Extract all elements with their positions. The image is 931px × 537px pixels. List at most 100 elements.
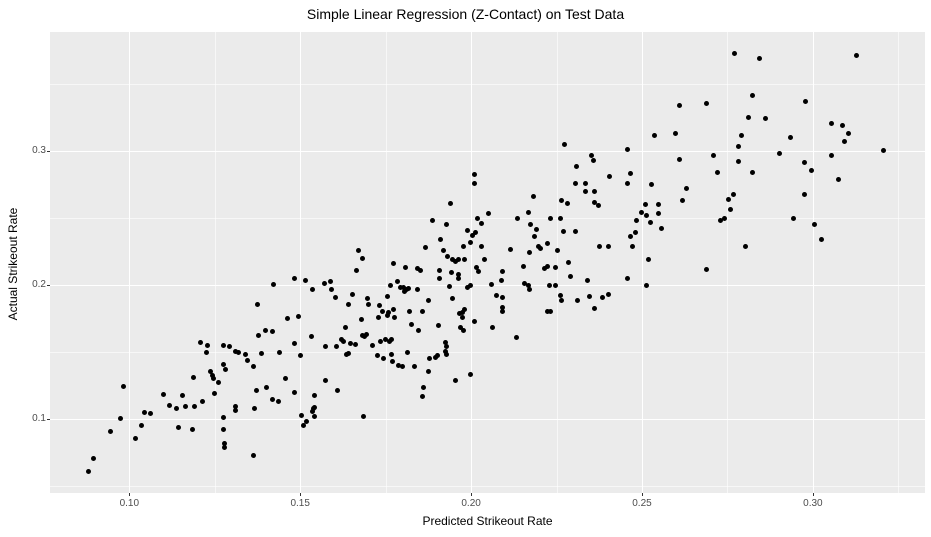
data-point	[176, 424, 182, 430]
data-point	[118, 415, 124, 421]
y-axis-title: Actual Strikeout Rate	[6, 207, 20, 321]
data-point	[179, 393, 185, 399]
data-point	[561, 142, 567, 148]
data-point	[211, 390, 217, 396]
data-point	[649, 181, 655, 187]
data-point	[584, 277, 590, 283]
data-point	[788, 135, 794, 141]
data-point	[508, 246, 514, 252]
data-point	[232, 404, 238, 410]
data-point	[648, 220, 654, 226]
data-point	[572, 180, 578, 186]
data-point	[250, 363, 256, 369]
data-point	[828, 153, 834, 159]
data-point	[209, 372, 215, 378]
data-point	[573, 163, 579, 169]
data-point	[222, 366, 228, 372]
data-point	[232, 408, 238, 414]
data-point	[250, 452, 256, 458]
y-axis-tick	[47, 419, 50, 421]
gridline-major-x	[471, 32, 473, 493]
data-point	[655, 201, 661, 207]
data-point	[499, 305, 505, 311]
data-point	[443, 221, 449, 227]
data-point	[204, 349, 210, 355]
data-point	[208, 368, 214, 374]
data-point	[530, 194, 536, 200]
x-tick-label: 0.10	[119, 498, 140, 509]
data-point	[743, 243, 749, 249]
data-point	[520, 264, 526, 270]
data-point	[544, 308, 550, 314]
data-point	[430, 217, 436, 223]
data-point	[880, 148, 886, 154]
data-point	[349, 291, 355, 297]
data-point	[499, 268, 505, 274]
data-point	[388, 282, 394, 288]
gridline-major-x	[641, 32, 643, 493]
data-point	[321, 280, 327, 286]
data-point	[842, 139, 848, 145]
data-point	[221, 343, 227, 349]
data-point	[468, 239, 474, 245]
data-point	[390, 306, 396, 312]
data-point	[809, 168, 815, 174]
data-point	[452, 377, 458, 383]
data-point	[628, 234, 634, 240]
data-point	[333, 344, 339, 350]
data-point	[643, 201, 649, 207]
data-point	[459, 309, 465, 315]
data-point	[558, 198, 564, 204]
data-point	[643, 282, 649, 288]
data-point	[478, 244, 484, 250]
y-tick-label: 0.1	[32, 413, 46, 425]
data-point	[108, 429, 114, 435]
data-point	[528, 222, 534, 228]
data-point	[471, 171, 477, 177]
data-point	[625, 146, 631, 152]
data-point	[464, 228, 470, 234]
data-point	[846, 130, 852, 136]
data-point	[90, 455, 96, 461]
data-point	[345, 350, 351, 356]
data-point	[222, 445, 228, 451]
data-point	[544, 240, 550, 246]
data-point	[377, 303, 383, 309]
data-point	[711, 153, 717, 159]
data-point	[256, 332, 262, 338]
data-point	[120, 383, 126, 389]
data-point	[142, 410, 148, 416]
data-point	[738, 133, 744, 139]
data-point	[310, 409, 315, 415]
data-point	[643, 213, 649, 219]
gridline-minor-y	[50, 218, 925, 219]
gridline-minor-x	[556, 32, 558, 493]
y-tick-label: 0.2	[32, 279, 46, 290]
data-point	[419, 309, 425, 315]
data-point	[658, 226, 664, 232]
data-point	[221, 361, 227, 367]
data-point	[416, 328, 422, 334]
data-point	[370, 342, 376, 348]
data-point	[730, 192, 736, 198]
data-point	[236, 349, 242, 355]
data-point	[160, 391, 166, 397]
data-point	[360, 255, 366, 261]
data-point	[198, 339, 204, 345]
x-axis-title: Predicted Strikeout Rate	[422, 514, 553, 528]
data-point	[298, 353, 304, 359]
data-point	[553, 283, 559, 289]
data-point	[776, 150, 782, 156]
data-point	[527, 250, 533, 256]
data-point	[801, 192, 807, 198]
gridline-major-x	[300, 32, 302, 493]
data-point	[329, 286, 335, 292]
data-point	[464, 285, 470, 291]
data-point	[303, 419, 309, 425]
data-point	[514, 215, 520, 221]
data-point	[526, 283, 532, 289]
data-point	[427, 356, 433, 362]
data-point	[455, 276, 461, 282]
data-point	[489, 325, 495, 331]
data-point	[211, 376, 217, 382]
